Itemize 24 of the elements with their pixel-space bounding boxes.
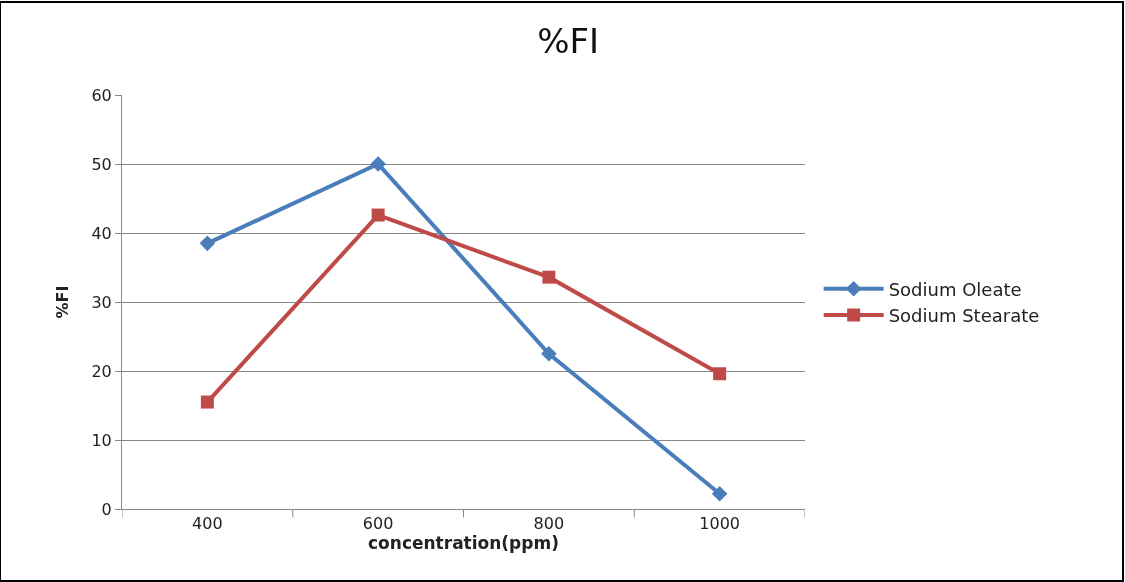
point bbox=[542, 270, 556, 284]
x-axis-title: concentration(ppm) bbox=[368, 533, 559, 554]
point bbox=[199, 235, 216, 252]
legend-label: Sodium Oleate bbox=[888, 278, 1022, 300]
x-tick-label: 400 bbox=[192, 514, 223, 534]
point bbox=[371, 208, 385, 222]
point bbox=[541, 345, 557, 362]
point bbox=[370, 156, 386, 172]
point bbox=[711, 486, 728, 502]
y-axis-title: %FI bbox=[53, 285, 73, 319]
x-tick-label: 800 bbox=[533, 514, 565, 534]
point bbox=[200, 395, 214, 409]
point bbox=[713, 367, 727, 381]
y-tick-label: 20 bbox=[91, 361, 112, 381]
y-tick-label: 60 bbox=[91, 85, 112, 105]
y-tick-label: 50 bbox=[91, 154, 112, 174]
x-tick-label: 600 bbox=[362, 514, 394, 534]
x-tick-label: 1000 bbox=[699, 514, 740, 534]
legend-label: Sodium Stearate bbox=[888, 305, 1040, 327]
y-tick-label: 30 bbox=[91, 292, 112, 312]
y-tick-label: 10 bbox=[91, 430, 112, 450]
y-tick-label: 0 bbox=[101, 499, 112, 519]
chart-title: %FI bbox=[537, 20, 600, 61]
y-tick-label: 40 bbox=[91, 223, 112, 243]
